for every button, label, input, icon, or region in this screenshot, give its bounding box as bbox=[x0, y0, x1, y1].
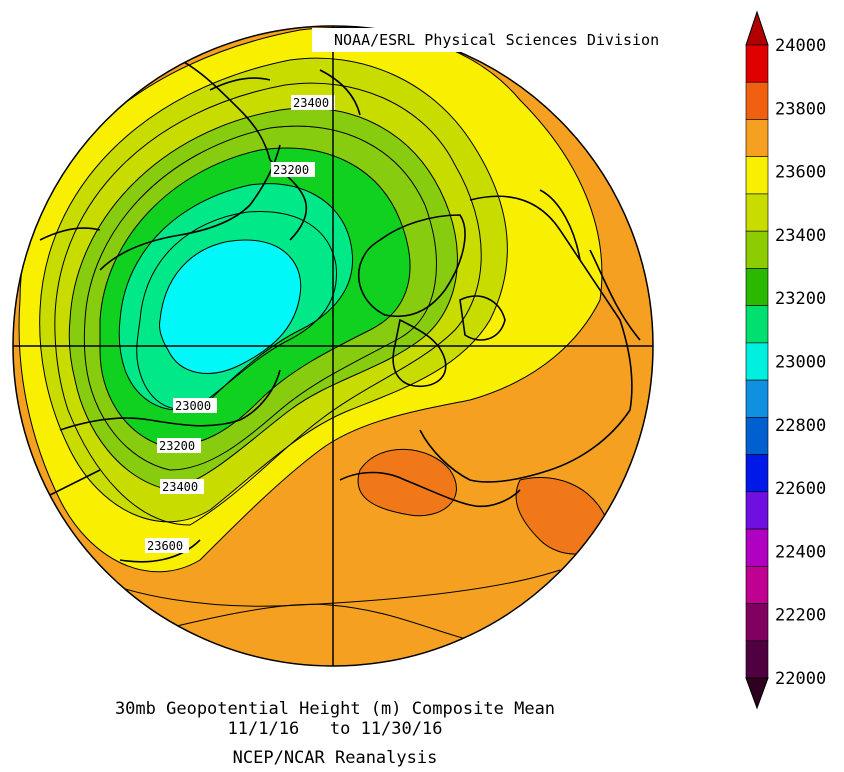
field-deep-orange-alaska bbox=[358, 449, 457, 516]
colorbar-swatch bbox=[745, 379, 769, 418]
field-deep-orange-pacific bbox=[516, 477, 610, 554]
colorbar-label: 23200 bbox=[775, 289, 826, 309]
colorbar-swatch bbox=[745, 640, 769, 679]
colorbar-top-arrow bbox=[745, 10, 769, 46]
contour-labels: 23400 23200 23000 23200 23400 23600 bbox=[145, 95, 335, 553]
caption-source: NCEP/NCAR Reanalysis bbox=[232, 748, 438, 768]
colorbar-swatch bbox=[745, 603, 769, 642]
contour-label-23200-bottom: 23200 bbox=[159, 439, 195, 453]
colorbar-swatch bbox=[745, 565, 769, 604]
colorbar-label: 24000 bbox=[775, 36, 826, 56]
contour-label-23600: 23600 bbox=[147, 539, 183, 553]
caption-date-range: 11/1/16 to 11/30/16 bbox=[227, 719, 443, 739]
colorbar-swatch bbox=[745, 119, 769, 158]
colorbar-label: 23000 bbox=[775, 353, 826, 373]
colorbar-swatch bbox=[745, 305, 769, 344]
contour-label-23400-top: 23400 bbox=[293, 96, 329, 110]
colorbar-label: 23400 bbox=[775, 226, 826, 246]
colorbar-label: 22200 bbox=[775, 606, 826, 626]
colorbar-swatch bbox=[745, 417, 769, 455]
colorbar-swatch bbox=[745, 81, 769, 120]
colorbar-label: 22600 bbox=[775, 479, 826, 499]
colorbar-swatch bbox=[745, 268, 769, 306]
colorbar-swatch bbox=[745, 44, 769, 83]
colorbar-label: 22000 bbox=[775, 669, 826, 689]
contour-lines bbox=[18, 27, 611, 641]
colorbar-label: 22800 bbox=[775, 416, 826, 436]
credit-label: NOAA/ESRL Physical Sciences Division bbox=[312, 28, 659, 52]
colorbar-swatch bbox=[745, 230, 769, 269]
colorbar-label: 22400 bbox=[775, 542, 826, 562]
colorbar-bottom-arrow bbox=[745, 677, 769, 710]
colorbar-swatch bbox=[745, 528, 769, 567]
colorbar-swatch bbox=[745, 193, 769, 232]
colorbar: 24000 23800 23600 23400 23200 23000 22800 22600… bbox=[745, 10, 826, 710]
contour-label-23200-top: 23200 bbox=[273, 163, 309, 177]
colorbar-swatch bbox=[745, 454, 769, 493]
colorbar-swatch bbox=[745, 491, 769, 530]
colorbar-label: 23800 bbox=[775, 99, 826, 119]
colorbar-swatch bbox=[745, 342, 769, 381]
colorbar-swatch bbox=[745, 156, 769, 195]
contour-label-23400-bottom: 23400 bbox=[162, 480, 198, 494]
contour-label-23000: 23000 bbox=[175, 399, 211, 413]
caption-title: 30mb Geopotential Height (m) Composite M… bbox=[114, 699, 556, 719]
colorbar-label: 23600 bbox=[775, 163, 826, 183]
field-cyan-low bbox=[159, 240, 301, 374]
